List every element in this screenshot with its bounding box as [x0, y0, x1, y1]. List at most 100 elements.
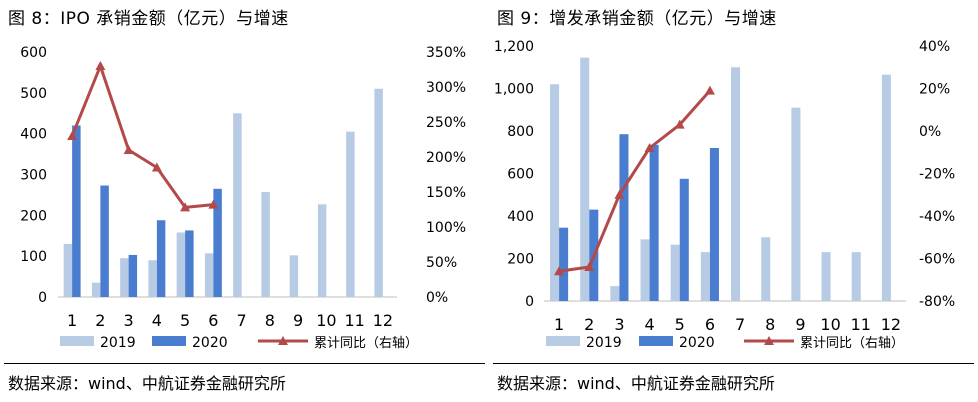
bar-2019	[176, 232, 186, 297]
bar-2019	[261, 192, 270, 297]
x-tick-label: 7	[237, 311, 247, 330]
source-note: 数据来源：wind、中航证券金融研究所	[497, 374, 775, 393]
cumulative-yoy-line	[558, 89, 712, 273]
legend-swatch-2019	[546, 336, 580, 346]
line-point	[644, 143, 655, 152]
x-tick-label: 4	[644, 315, 654, 334]
x-tick-label: 8	[765, 315, 775, 334]
x-tick-label: 2	[95, 311, 105, 330]
y-right-tick-label: 20%	[919, 82, 950, 98]
y-right-tick-label: -60%	[919, 252, 955, 268]
y-left-tick-label: 1,200	[494, 39, 534, 55]
legend-label-2019: 2019	[586, 335, 622, 351]
legend-swatch-2019	[60, 336, 94, 346]
line-point	[614, 189, 625, 199]
bar-2019	[761, 237, 771, 301]
bar-2019	[148, 260, 157, 297]
line-point	[704, 85, 715, 95]
source-note: 数据来源：wind、中航证券金融研究所	[8, 374, 286, 393]
bar-2019	[91, 282, 101, 297]
bar-2019	[821, 252, 831, 301]
legend-swatch-2020	[639, 336, 673, 346]
x-tick-label: 10	[316, 311, 336, 330]
panel-ipo-underwriting: 图 8：IPO 承销金额（亿元）与增速 0 100 200 300 400 500 600 0…	[4, 9, 485, 393]
bar-2020	[679, 178, 689, 301]
y-right-tick-label: 350%	[426, 45, 466, 61]
ipo-underwriting-chart: 0 100 200 300 400 500 600 0% 50% 100% 150% 200% 250%…	[20, 45, 466, 351]
y-right-tick-label: 0%	[426, 290, 448, 306]
bar-2019	[346, 131, 355, 297]
y-right-tick-label: 300%	[426, 80, 466, 96]
divider	[493, 363, 974, 364]
chart-title: 图 9：增发承销金额（亿元）与增速	[497, 9, 777, 29]
bar-2019	[233, 113, 242, 297]
x-tick-label: 4	[152, 311, 162, 330]
y-left-tick-label: 500	[20, 86, 47, 102]
x-tick-label: 3	[614, 315, 624, 334]
y-left-tick-label: 400	[507, 209, 534, 225]
panel-follow-on-underwriting: 图 9：增发承销金额（亿元）与增速 0 200 400 600 800 1,000 1,20…	[489, 0, 978, 402]
y-right-tick-label: 40%	[919, 39, 950, 55]
line-point	[554, 266, 565, 276]
line-point	[151, 162, 162, 172]
x-tick-label: 10	[820, 315, 840, 334]
x-tick-label: 11	[851, 315, 871, 334]
bar-2020	[128, 254, 138, 297]
bar-2020	[559, 227, 569, 301]
line-point	[208, 199, 219, 209]
bar-2019	[204, 253, 214, 297]
bar-2020	[100, 185, 109, 297]
bar-2019	[289, 255, 299, 297]
y-left-tick-label: 600	[507, 167, 534, 183]
bar-2019	[120, 258, 129, 297]
line-point	[584, 262, 595, 271]
x-tick-label: 2	[584, 315, 594, 334]
x-tick-label: 6	[705, 315, 715, 334]
y-right-tick-label: 150%	[426, 185, 466, 201]
legend-label-2019: 2019	[100, 335, 136, 351]
bar-2019	[851, 252, 861, 301]
bar-2020	[156, 220, 166, 297]
x-tick-label: 9	[293, 311, 303, 330]
bar-2019	[317, 204, 327, 297]
divider	[4, 363, 485, 364]
y-right-tick-label: -80%	[919, 294, 955, 310]
line-point	[95, 61, 106, 70]
x-tick-label: 1	[67, 311, 77, 330]
bar-2019	[610, 286, 620, 301]
legend-marker-yoy	[764, 336, 774, 345]
bar-2020	[72, 125, 81, 297]
y-left-tick-label: 400	[20, 127, 47, 143]
legend-label-yoy: 累计同比（右轴）	[314, 336, 418, 351]
y-left-tick-label: 100	[20, 249, 47, 265]
line-point	[123, 145, 134, 154]
bar-2019	[640, 239, 650, 301]
bar-2019	[881, 74, 891, 301]
x-tick-label: 11	[344, 311, 364, 330]
x-tick-label: 5	[675, 315, 685, 334]
bar-2019	[700, 252, 710, 301]
bar-2019	[580, 57, 590, 301]
y-left-tick-label: 1,000	[494, 82, 534, 98]
y-right-tick-label: -40%	[919, 209, 955, 225]
y-right-tick-label: -20%	[919, 167, 955, 183]
legend-label-yoy: 累计同比（右轴）	[800, 336, 904, 351]
y-left-tick-label: 600	[20, 45, 47, 61]
x-tick-label: 12	[373, 311, 393, 330]
x-tick-label: 8	[265, 311, 275, 330]
bar-2020	[649, 144, 659, 301]
y-right-tick-label: 0%	[919, 124, 941, 140]
bar-2019	[374, 88, 383, 297]
follow-on-underwriting-chart: 0 200 400 600 800 1,000 1,200 -80% -60% -40% -20% 0…	[494, 39, 955, 351]
legend-marker-yoy	[278, 336, 288, 345]
x-tick-label: 7	[735, 315, 745, 334]
bar-2020	[185, 230, 194, 297]
y-left-tick-label: 200	[20, 208, 47, 224]
bar-2020	[619, 134, 629, 301]
legend-label-2020: 2020	[679, 335, 715, 351]
line-point	[67, 131, 78, 140]
line-point	[180, 202, 191, 212]
x-tick-label: 9	[795, 315, 805, 334]
x-tick-label: 3	[124, 311, 134, 330]
y-right-tick-label: 100%	[426, 220, 466, 236]
